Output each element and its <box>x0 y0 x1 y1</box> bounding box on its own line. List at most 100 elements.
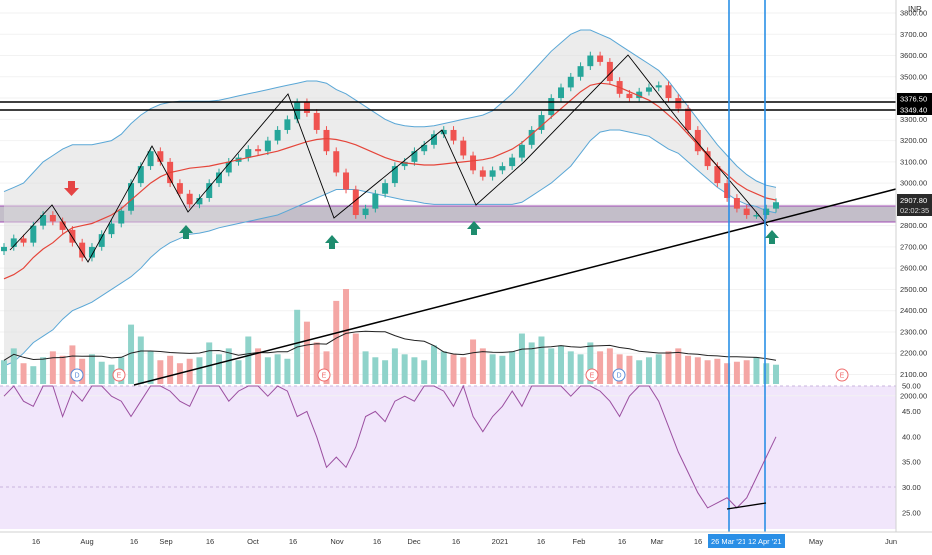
candle-body <box>567 76 574 88</box>
candle-body <box>206 183 213 199</box>
event-badge-circle[interactable] <box>612 368 626 382</box>
volume-bar <box>528 342 535 384</box>
candle-body <box>1 246 7 252</box>
candle-body <box>509 157 516 167</box>
time-axis-bg <box>0 532 932 550</box>
candle-body <box>147 151 154 167</box>
time-tick-label: Nov <box>330 537 344 546</box>
time-tick-label: Feb <box>573 537 586 546</box>
time-tick-label: 16 <box>618 537 626 546</box>
bollinger-lower-line <box>3 129 777 367</box>
rsi-divergence-line[interactable] <box>726 502 767 510</box>
svg-text:26 Mar '21: 26 Mar '21 <box>711 537 746 546</box>
rsi-tick-label: 50.00 <box>902 382 921 391</box>
volume-bar <box>30 366 37 384</box>
candle-body <box>597 55 604 62</box>
resistance-tag-bottom: 3349.40 <box>897 104 932 115</box>
price-tick-label: 2400.00 <box>900 306 927 315</box>
candle-body <box>479 170 486 177</box>
candle-body <box>343 172 350 190</box>
candle-body <box>49 215 56 222</box>
candle-body <box>733 198 740 209</box>
volume-bar <box>274 354 281 384</box>
candle-body <box>421 144 428 152</box>
time-tick-label: Sep <box>159 537 172 546</box>
price-tick-label: 3500.00 <box>900 72 927 81</box>
volume-bar <box>558 345 565 384</box>
zigzag-wave-lines[interactable] <box>9 54 769 263</box>
volume-bar <box>362 351 369 384</box>
volume-bar <box>411 357 418 384</box>
candle-body <box>333 151 340 173</box>
candle-body <box>411 151 418 162</box>
event-badge-circle[interactable] <box>70 368 84 382</box>
candle-body <box>743 208 750 216</box>
candle-body <box>245 149 252 158</box>
candle-body <box>79 242 86 258</box>
candle-body <box>69 229 76 243</box>
bollinger-upper-line <box>3 29 777 193</box>
volume-bar <box>626 355 633 384</box>
ascending-trendline[interactable] <box>133 188 897 386</box>
rsi-axis-ticks: 50.00 45.00 40.00 35.00 30.00 25.00 <box>902 382 921 518</box>
volume-bar <box>489 354 496 384</box>
volume-bar <box>421 360 428 384</box>
volume-bar <box>128 324 135 384</box>
volume-bar <box>694 357 701 384</box>
up-arrow-icon <box>179 225 193 239</box>
volume-bar <box>479 348 486 384</box>
time-axis-labels: 16 Aug 16 Sep 16 Oct 16 Nov 16 Dec 16 2021 16 Feb 16 Ma… <box>32 537 897 546</box>
event-badge-circle[interactable] <box>317 368 331 382</box>
candle-body <box>587 55 594 67</box>
price-tick-label: 2600.00 <box>900 264 927 273</box>
up-arrow-icon <box>467 221 481 235</box>
up-arrow-icon <box>325 235 339 249</box>
event-badge-label: D <box>616 373 621 380</box>
svg-text:2907.80: 2907.80 <box>900 196 927 205</box>
candle-body <box>577 66 584 77</box>
volume-bar <box>352 333 359 384</box>
volume-bar <box>343 289 350 384</box>
event-badge-circle[interactable] <box>835 368 849 382</box>
candle-body <box>225 161 232 173</box>
volume-bar <box>108 364 115 384</box>
candle-body <box>118 210 125 224</box>
currency-label: INR <box>908 5 922 14</box>
volume-bar <box>567 351 574 384</box>
volume-bar <box>167 355 174 384</box>
time-tick-label: 16 <box>537 537 545 546</box>
candle-body <box>460 140 467 156</box>
event-badge-circle[interactable] <box>585 368 599 382</box>
volume-bar <box>225 348 232 384</box>
candle-body <box>626 93 633 99</box>
moving-average-line <box>3 82 777 280</box>
volume-bar <box>264 357 271 384</box>
candle-body <box>763 208 770 216</box>
volume-bar <box>597 351 604 384</box>
candle-body <box>558 87 565 99</box>
svg-text:3349.40: 3349.40 <box>900 106 927 115</box>
volume-bar <box>636 360 643 384</box>
candle-body <box>499 166 506 171</box>
volume-bar <box>450 354 457 384</box>
rsi-line <box>3 384 777 509</box>
candle-body <box>30 225 37 243</box>
volume-bar <box>655 354 662 384</box>
candle-body <box>352 189 359 216</box>
volume-bar <box>147 351 154 384</box>
event-badge-circle[interactable] <box>112 368 126 382</box>
volume-bar <box>382 360 389 384</box>
candle-body <box>303 102 310 113</box>
rsi-tick-label: 40.00 <box>902 432 921 441</box>
rsi-tick-label: 25.00 <box>902 509 921 518</box>
time-tick-label: May <box>809 537 823 546</box>
candle-body <box>157 151 164 162</box>
volume-bar <box>313 342 320 384</box>
volume-moving-average <box>3 330 777 361</box>
price-tick-label: 2800.00 <box>900 221 927 230</box>
volume-bar <box>509 351 516 384</box>
volume-bar <box>685 355 692 384</box>
volume-bar <box>323 351 330 384</box>
